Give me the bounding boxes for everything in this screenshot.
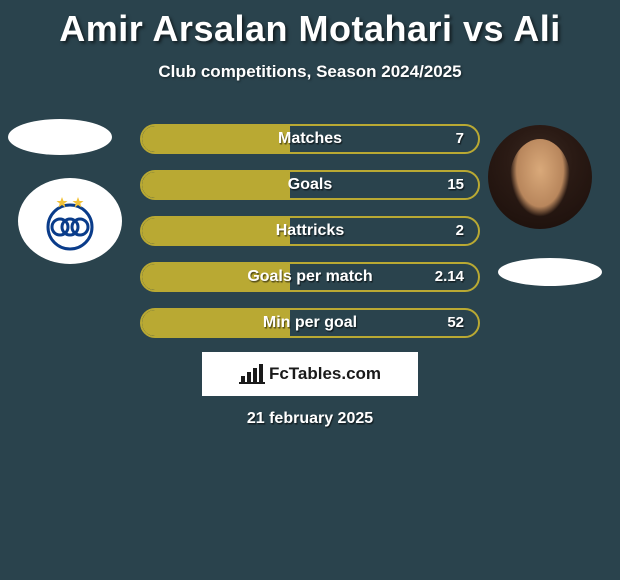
player-right-photo [488, 125, 592, 229]
bar-chart-icon [239, 364, 265, 384]
stat-bar-label: Matches [142, 126, 478, 152]
page-title: Amir Arsalan Motahari vs Ali [0, 0, 620, 50]
page-subtitle: Club competitions, Season 2024/2025 [0, 62, 620, 82]
stat-bar-value: 52 [447, 310, 464, 336]
stat-bar: Min per goal 52 [140, 308, 480, 338]
stat-bar-value: 15 [447, 172, 464, 198]
stat-bar-label: Goals [142, 172, 478, 198]
stat-bar-label: Min per goal [142, 310, 478, 336]
brand-name: FcTables.com [269, 364, 381, 384]
stat-bar: Goals 15 [140, 170, 480, 200]
stat-bar-value: 2.14 [435, 264, 464, 290]
club-logo-left [18, 178, 122, 264]
player-left-placeholder [8, 119, 112, 155]
club-crest-icon [38, 189, 102, 253]
date-label: 21 february 2025 [0, 410, 620, 428]
club-logo-right-placeholder [498, 258, 602, 286]
stat-bar: Hattricks 2 [140, 216, 480, 246]
brand-box: FcTables.com [202, 352, 418, 396]
stats-bars: Matches 7 Goals 15 Hattricks 2 Goals per… [140, 124, 480, 354]
stat-bar: Goals per match 2.14 [140, 262, 480, 292]
stat-bar-value: 2 [456, 218, 464, 244]
stat-bar-value: 7 [456, 126, 464, 152]
stat-bar-label: Goals per match [142, 264, 478, 290]
stat-bar: Matches 7 [140, 124, 480, 154]
stat-bar-label: Hattricks [142, 218, 478, 244]
